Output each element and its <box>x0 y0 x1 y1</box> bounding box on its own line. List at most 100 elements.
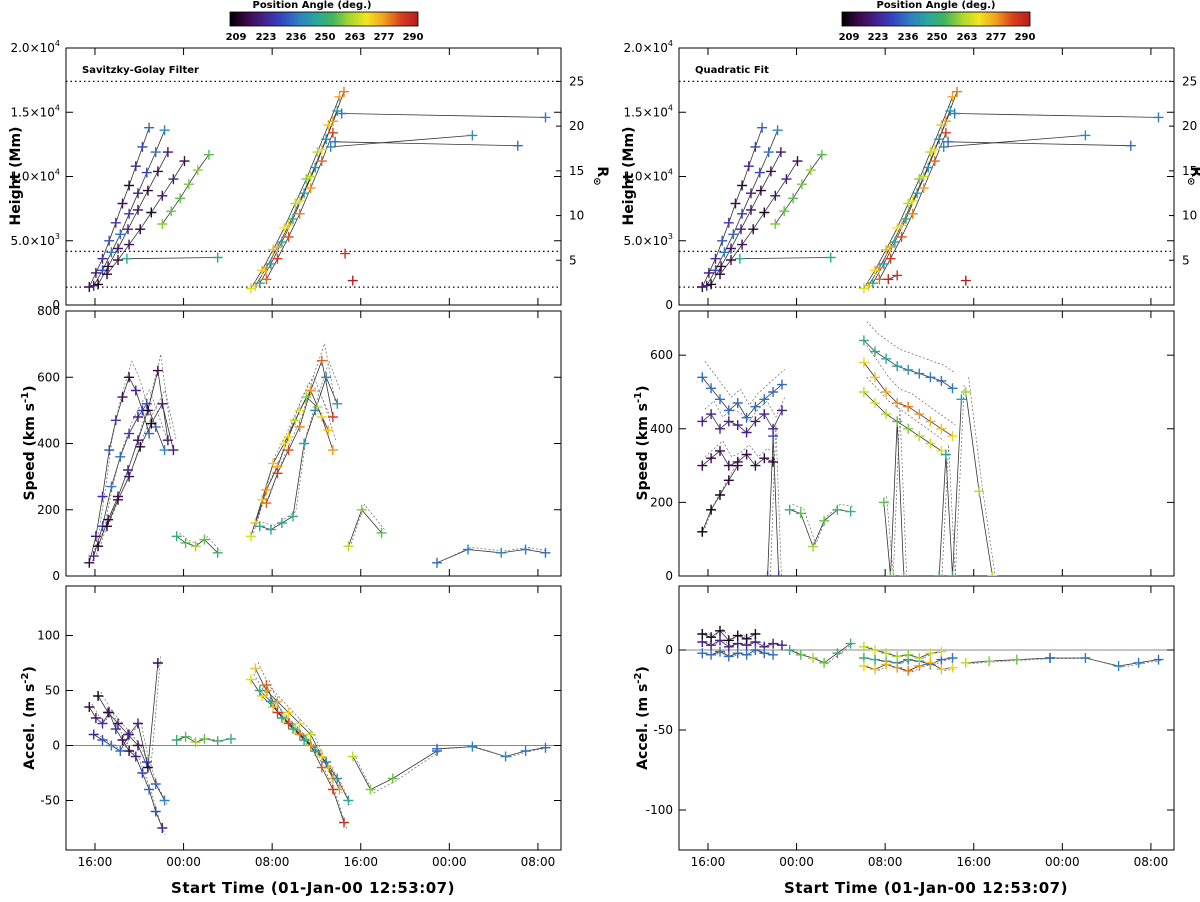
right-data-point <box>750 401 761 412</box>
right-data-point <box>1011 654 1022 665</box>
right-data-point <box>777 640 787 651</box>
right-data-point <box>710 253 721 264</box>
right-height-y2label-main: R <box>1188 166 1200 177</box>
right-envelope-line <box>941 385 965 576</box>
left-height-points <box>84 86 551 294</box>
left-data-point <box>103 707 114 718</box>
right-data-point <box>858 387 869 397</box>
left-envelope-line <box>96 389 168 555</box>
right-fit-line <box>879 132 947 280</box>
left-data-point <box>301 392 312 403</box>
right-data-point <box>697 416 708 427</box>
left-data-point <box>104 235 115 246</box>
left-accel-points <box>84 658 551 833</box>
left-data-point <box>272 468 283 479</box>
left-fit-line <box>106 402 174 527</box>
left-data-point <box>327 445 338 456</box>
right-data-point <box>770 190 781 201</box>
left-data-point <box>142 185 153 196</box>
left-envelope-line <box>100 354 171 544</box>
left-envelope-line <box>91 703 166 835</box>
right-data-point <box>726 243 736 254</box>
right-data-point <box>697 460 708 471</box>
right-data-point <box>706 383 717 394</box>
left-data-point <box>310 405 321 416</box>
right-data-point <box>748 224 759 235</box>
right-data-point <box>892 398 903 408</box>
right-height-panel: Quadratic Fit 05.0×1031.0×1041.5×1042.0×… <box>621 39 1200 312</box>
left-data-point <box>146 418 157 429</box>
left-data-point <box>144 428 155 439</box>
right-data-point <box>914 653 925 663</box>
right-xlabel: Start Time (01-Jan-00 12:53:07) <box>784 879 1068 897</box>
right-data-point <box>925 438 936 449</box>
left-data-point <box>97 253 108 264</box>
right-data-point <box>898 571 909 576</box>
right-data-point <box>715 394 725 405</box>
right-data-point <box>901 213 911 224</box>
left-colorbar-tick: 209 <box>226 32 247 43</box>
left-accel-panel: -50 0 50 100 16:00 00:00 08:00 16:00 00:00 08:00… <box>20 585 562 869</box>
right-data-point <box>795 508 806 519</box>
left-data-point <box>171 735 182 745</box>
left-data-point <box>265 258 276 269</box>
right-data-point <box>936 375 947 386</box>
right-envelope-line <box>866 658 956 666</box>
left-data-point <box>365 784 376 795</box>
right-y2tick-label: 20 <box>1182 119 1197 133</box>
right-envelope-line <box>1052 658 1162 668</box>
left-data-point <box>294 421 305 432</box>
right-data-point <box>732 630 743 641</box>
right-ytick-label-base: 5.0×10 <box>623 234 667 248</box>
left-xtick-label: 16:00 <box>343 855 378 869</box>
left-data-point <box>144 784 155 795</box>
left-xtick-label: 08:00 <box>521 855 556 869</box>
right-data-point <box>947 91 958 102</box>
right-accel-ylabel-sup: -2 <box>633 673 644 684</box>
left-data-point <box>124 471 135 482</box>
right-speed-yticks: 0 200 400 600 <box>650 348 1174 583</box>
left-data-point <box>162 435 173 446</box>
right-height-xticks <box>707 48 1152 305</box>
right-ytick-label-base: 1.5×10 <box>623 105 667 119</box>
left-data-point <box>199 534 210 545</box>
right-data-point <box>1153 112 1164 123</box>
right-data-point <box>755 185 766 196</box>
left-fit-line <box>126 257 218 260</box>
left-data-point <box>146 207 157 218</box>
left-data-point <box>115 229 126 240</box>
right-data-point <box>759 453 770 464</box>
left-accel-yticks: -50 0 50 100 <box>37 629 561 808</box>
right-speed-fit-lines <box>701 321 996 576</box>
left-data-point <box>261 498 272 509</box>
right-data-point <box>796 179 807 190</box>
left-data-point <box>150 147 161 158</box>
left-data-point <box>272 253 283 264</box>
right-data-point <box>956 394 967 405</box>
left-envelope-line <box>268 342 336 498</box>
left-colorbar-tick: 236 <box>286 32 307 43</box>
right-data-point <box>816 149 827 160</box>
right-data-point <box>754 167 765 178</box>
right-data-point <box>1045 653 1055 663</box>
right-data-point <box>759 409 770 420</box>
right-data-point <box>715 635 725 646</box>
left-ytick-label: -50 <box>40 794 60 808</box>
left-data-point <box>103 514 114 525</box>
left-fit-line <box>341 113 546 118</box>
left-data-point <box>245 531 256 542</box>
right-fit-line <box>702 639 783 648</box>
right-data-point <box>925 147 936 158</box>
right-data-point <box>770 219 781 229</box>
right-data-point <box>896 220 907 231</box>
right-data-point <box>870 664 880 675</box>
left-envelope-line <box>355 751 440 794</box>
left-data-point <box>133 188 143 199</box>
right-ytick-label: 200 <box>650 495 673 509</box>
right-data-point <box>929 156 940 167</box>
right-data-point <box>947 662 958 673</box>
right-data-point <box>912 188 923 199</box>
left-y2tick-label: 5 <box>569 253 577 267</box>
right-colorbar-tick: 223 <box>868 32 889 43</box>
right-data-point <box>773 571 784 576</box>
